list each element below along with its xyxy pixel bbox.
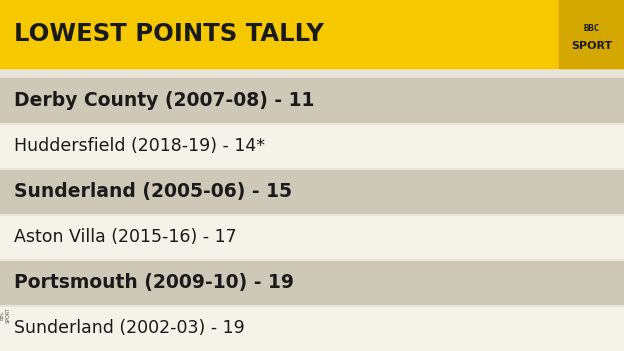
Text: Derby County (2007-08) - 11: Derby County (2007-08) - 11 — [14, 91, 314, 110]
Bar — [0, 169, 624, 214]
Text: BBC: BBC — [583, 24, 600, 33]
Bar — [559, 0, 624, 68]
Text: LOWEST POINTS TALLY: LOWEST POINTS TALLY — [14, 22, 324, 46]
Text: BBC
SPORT: BBC SPORT — [0, 307, 11, 323]
Text: Sunderland (2005-06) - 15: Sunderland (2005-06) - 15 — [14, 182, 292, 201]
Text: Aston Villa (2015-16) - 17: Aston Villa (2015-16) - 17 — [14, 228, 236, 246]
Text: Sunderland (2002-03) - 19: Sunderland (2002-03) - 19 — [14, 319, 245, 337]
Text: SPORT: SPORT — [571, 41, 612, 51]
Bar — [0, 124, 624, 169]
Text: Portsmouth (2009-10) - 19: Portsmouth (2009-10) - 19 — [14, 273, 294, 292]
Text: Huddersfield (2018-19) - 14*: Huddersfield (2018-19) - 14* — [14, 137, 265, 155]
Bar — [0, 214, 624, 260]
Bar — [0, 260, 624, 305]
Bar — [0, 0, 624, 68]
Bar — [0, 78, 624, 124]
Bar — [0, 305, 624, 351]
